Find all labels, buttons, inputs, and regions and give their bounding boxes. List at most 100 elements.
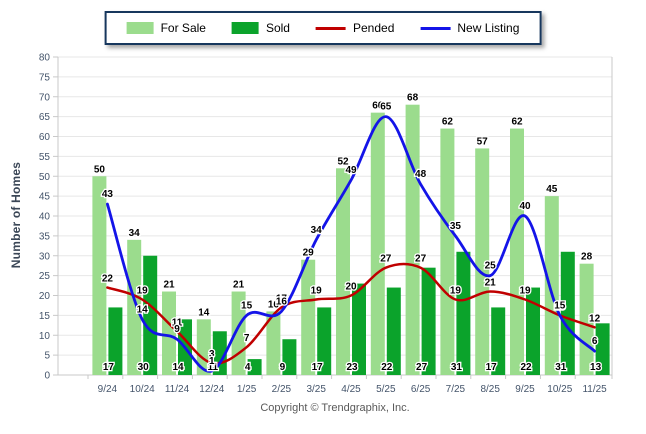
- for-sale-value-label: 29: [303, 248, 315, 259]
- pended-value-label: 19: [137, 285, 149, 296]
- bar-for-sale: [475, 148, 490, 375]
- sold-value-label: 13: [590, 362, 602, 373]
- x-tick-label: 8/25: [480, 384, 500, 395]
- sold-value-label: 22: [381, 362, 393, 373]
- for-sale-value-label: 68: [407, 93, 419, 104]
- legend-label-pended: Pended: [352, 21, 395, 35]
- sold-value-label: 17: [103, 362, 115, 373]
- x-tick-label: 10/24: [130, 384, 155, 395]
- for-sale-value-label: 57: [477, 136, 489, 147]
- legend-item-sold: Sold: [231, 21, 290, 35]
- bar-for-sale: [92, 176, 107, 375]
- sold-value-label: 23: [346, 362, 358, 373]
- pended-value-label: 21: [485, 278, 497, 289]
- x-tick-label: 9/24: [98, 384, 118, 395]
- for-sale-value-label: 45: [546, 184, 558, 195]
- sold-value-label: 14: [172, 362, 184, 373]
- y-tick-label: 55: [39, 152, 51, 163]
- x-tick-label: 6/25: [411, 384, 431, 395]
- bar-for-sale: [440, 128, 455, 375]
- bar-for-sale: [301, 259, 316, 375]
- y-tick-label: 10: [39, 331, 51, 342]
- new-listing-value-label: 43: [102, 189, 114, 200]
- sold-value-label: 27: [416, 362, 428, 373]
- pended-value-label: 11: [172, 317, 183, 328]
- for-sale-value-label: 21: [233, 280, 245, 291]
- x-tick-label: 12/24: [199, 384, 224, 395]
- x-tick-label: 2/25: [272, 384, 292, 395]
- bar-for-sale: [336, 168, 350, 375]
- x-tick-label: 5/25: [376, 384, 396, 395]
- x-tick-label: 7/25: [446, 384, 466, 395]
- pended-value-label: 27: [415, 254, 427, 265]
- bar-for-sale: [231, 291, 246, 375]
- for-sale-swatch-icon: [126, 22, 154, 34]
- x-tick-label: 1/25: [237, 384, 257, 395]
- y-tick-label: 50: [39, 172, 51, 183]
- y-tick-label: 0: [44, 371, 50, 382]
- for-sale-value-label: 62: [442, 117, 454, 128]
- sold-value-label: 17: [312, 362, 324, 373]
- bar-sold: [456, 251, 471, 375]
- for-sale-value-label: 66: [372, 101, 384, 112]
- pended-value-label: 17: [276, 293, 288, 304]
- new-listing-value-label: 15: [554, 300, 566, 311]
- new-listing-value-label: 1: [209, 356, 215, 367]
- pended-value-label: 19: [450, 285, 462, 296]
- bar-sold: [143, 255, 158, 375]
- new-listing-value-label: 16: [276, 296, 288, 307]
- legend-item-pended: Pended: [315, 21, 395, 35]
- for-sale-value-label: 14: [198, 307, 210, 318]
- for-sale-value-label: 52: [337, 156, 349, 167]
- legend-label-for-sale: For Sale: [160, 21, 206, 35]
- pended-value-label: 19: [311, 285, 323, 296]
- pended-value-label: 15: [554, 301, 566, 312]
- for-sale-value-label: 28: [581, 252, 593, 263]
- new-listing-value-label: 6: [592, 336, 598, 347]
- for-sale-value-label: 50: [94, 164, 106, 175]
- new-listing-value-label: 65: [380, 102, 392, 113]
- for-sale-value-label: 62: [511, 117, 523, 128]
- pended-value-label: 20: [345, 282, 357, 293]
- legend-item-new-listing: New Listing: [420, 21, 519, 35]
- new-listing-line-swatch-icon: [420, 26, 451, 30]
- legend-label-sold: Sold: [265, 21, 290, 35]
- bar-for-sale: [405, 104, 420, 375]
- sold-value-label: 30: [138, 362, 150, 373]
- pended-value-label: 7: [244, 333, 250, 344]
- new-listing-value-label: 40: [519, 201, 531, 212]
- y-tick-label: 20: [39, 291, 51, 302]
- bar-for-sale: [162, 291, 176, 375]
- x-tick-label: 9/25: [515, 384, 535, 395]
- x-tick-label: 4/25: [341, 384, 361, 395]
- pended-value-label: 19: [519, 285, 531, 296]
- chart-legend: For Sale Sold Pended New Listing: [104, 11, 542, 45]
- sold-swatch-icon: [231, 22, 259, 34]
- bar-for-sale: [370, 112, 385, 376]
- new-listing-value-label: 9: [174, 324, 180, 335]
- pended-value-label: 12: [589, 313, 601, 324]
- bar-sold: [595, 323, 610, 375]
- x-tick-label: 11/25: [582, 384, 607, 395]
- line-pended: [106, 262, 596, 365]
- for-sale-value-label: 21: [163, 280, 175, 291]
- bar-sold: [352, 283, 366, 375]
- sold-value-label: 17: [486, 362, 498, 373]
- line-new-listing: [106, 115, 596, 373]
- bar-sold: [282, 339, 297, 375]
- bar-sold: [526, 287, 540, 375]
- bar-sold: [247, 359, 262, 375]
- sold-value-label: 22: [520, 362, 532, 373]
- bar-sold: [317, 307, 332, 375]
- bar-sold: [491, 307, 506, 375]
- y-tick-label: 80: [39, 53, 51, 64]
- y-tick-label: 70: [39, 92, 51, 103]
- bar-sold: [560, 251, 575, 375]
- y-tick-label: 65: [39, 112, 51, 123]
- y-tick-label: 35: [39, 231, 51, 242]
- y-tick-label: 75: [39, 72, 51, 83]
- y-tick-label: 5: [44, 351, 50, 362]
- new-listing-value-label: 34: [311, 225, 323, 236]
- sold-value-label: 11: [208, 362, 219, 373]
